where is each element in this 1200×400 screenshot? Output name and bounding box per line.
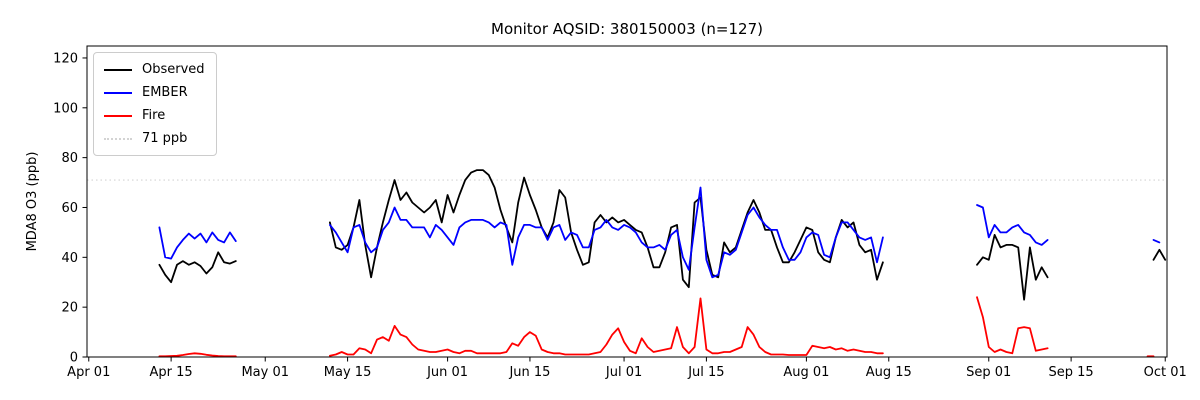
axes-frame — [86, 45, 1168, 358]
fire-line-segment-1 — [328, 297, 884, 357]
y-tick-label: 100 — [53, 101, 78, 116]
x-tick-label: May 15 — [324, 365, 372, 380]
legend-item-ember: EMBER — [104, 83, 205, 102]
ember-line-segment-2 — [976, 204, 1049, 246]
x-tick-label: Oct 01 — [1144, 365, 1187, 380]
x-tick-label: Jun 01 — [426, 365, 468, 380]
legend: Observed EMBER Fire 71 ppb — [93, 52, 217, 156]
observed-line-segment-0 — [158, 251, 237, 284]
legend-swatch-fire — [104, 114, 132, 117]
legend-swatch-observed — [104, 68, 132, 71]
y-tick-label: 0 — [70, 351, 78, 366]
legend-label: Observed — [142, 62, 205, 77]
x-tick-label: Aug 01 — [783, 365, 829, 380]
y-tick-label: 40 — [61, 251, 78, 266]
x-tick-label: Sep 01 — [966, 365, 1011, 380]
y-tick-label: 120 — [53, 51, 78, 66]
x-tick-label: May 01 — [241, 365, 289, 380]
ember-line-segment-0 — [158, 226, 237, 260]
x-tick-label: Jun 15 — [508, 365, 550, 380]
x-tick-label: Aug 15 — [866, 365, 912, 380]
fire-line-segment-0 — [158, 352, 237, 358]
fire-line-segment-2 — [976, 296, 1049, 355]
legend-label: EMBER — [142, 85, 188, 100]
x-tick-label: Sep 15 — [1049, 365, 1094, 380]
legend-label: Fire — [142, 108, 166, 123]
y-tick-label: 20 — [61, 301, 78, 316]
x-tick-label: Apr 15 — [150, 365, 193, 380]
legend-swatch-ember — [104, 91, 132, 94]
y-tick-label: 80 — [61, 151, 78, 166]
legend-swatch-71-ppb — [104, 137, 132, 140]
legend-item-71-ppb: 71 ppb — [104, 129, 205, 148]
plot-area: Apr 01 Apr 15 May 01 May 15 Jun 01 Jun 15 Jul … — [53, 45, 1187, 380]
ember-line-segment-1 — [328, 186, 884, 279]
legend-label: 71 ppb — [142, 131, 188, 146]
observed-line-segment-2 — [976, 233, 1049, 301]
x-tick-label: Apr 01 — [67, 365, 110, 380]
y-axis-label: MDA8 O3 (ppb) — [25, 152, 40, 252]
ember-line-segment-3 — [1152, 238, 1161, 244]
x-tick-label: Jul 15 — [687, 365, 724, 380]
observed-line-segment-3 — [1152, 248, 1167, 261]
legend-item-fire: Fire — [104, 106, 205, 125]
x-tick-label: Jul 01 — [605, 365, 642, 380]
y-tick-label: 60 — [61, 201, 78, 216]
chart-title: Monitor AQSID: 380150003 (n=127) — [491, 20, 763, 38]
legend-item-observed: Observed — [104, 60, 205, 79]
observed-line-segment-1 — [328, 169, 884, 289]
